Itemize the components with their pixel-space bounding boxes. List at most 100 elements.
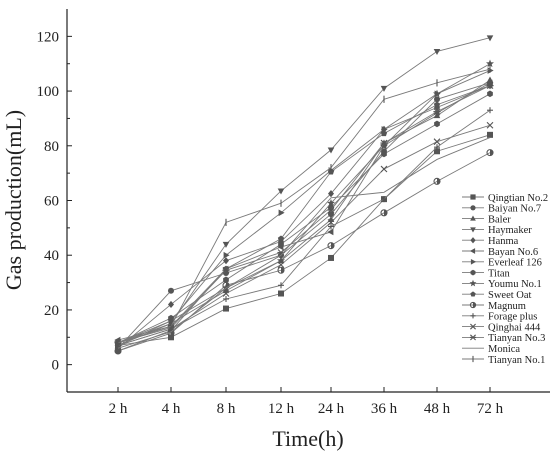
data-point bbox=[222, 266, 230, 274]
legend-item: Tianyan No.1 bbox=[462, 355, 545, 366]
data-point bbox=[380, 209, 388, 217]
legend-item: Haymaker bbox=[462, 225, 532, 236]
data-point bbox=[487, 67, 494, 74]
data-point bbox=[487, 131, 493, 138]
data-point bbox=[223, 251, 230, 259]
x-tick-label: 2 h bbox=[109, 401, 128, 417]
x-tick-label: 12 h bbox=[268, 401, 295, 417]
y-tick-label: 20 bbox=[44, 303, 59, 319]
data-point bbox=[328, 211, 334, 218]
data-point bbox=[433, 112, 441, 119]
legend-marker bbox=[470, 205, 476, 211]
data-point bbox=[327, 206, 335, 214]
legend-item: Monica bbox=[462, 344, 520, 355]
x-tick-label: 48 h bbox=[424, 401, 451, 417]
series-line bbox=[117, 85, 491, 349]
legend-marker bbox=[469, 248, 476, 254]
legend-label: Youmu No.1 bbox=[488, 279, 542, 290]
legend-item: Youmu No.1 bbox=[462, 279, 542, 290]
y-tick-label: 100 bbox=[37, 84, 60, 100]
data-point bbox=[223, 276, 229, 284]
data-point bbox=[278, 282, 284, 289]
legend-item: Tianyan No.3 bbox=[462, 333, 545, 344]
x-tick-label: 36 h bbox=[371, 401, 398, 417]
data-point bbox=[327, 218, 335, 226]
series-line bbox=[117, 63, 491, 344]
series-magnum bbox=[114, 149, 494, 355]
data-point bbox=[487, 90, 493, 98]
legend-item: Qingtian No.2 bbox=[462, 193, 548, 204]
legend-marker bbox=[470, 237, 476, 244]
series-line bbox=[117, 93, 491, 344]
data-point bbox=[433, 138, 441, 146]
x-axis-title: Time(h) bbox=[272, 426, 343, 451]
legend-label: Titan bbox=[488, 268, 511, 279]
series-line bbox=[117, 109, 491, 346]
legend-label: Magnum bbox=[488, 301, 526, 312]
series-line bbox=[117, 68, 491, 344]
data-point bbox=[434, 148, 440, 155]
data-point bbox=[434, 96, 440, 103]
data-point bbox=[328, 190, 334, 198]
x-tick-label: 24 h bbox=[318, 401, 345, 417]
series-line bbox=[117, 124, 491, 346]
series-tianyan-no-3 bbox=[114, 82, 494, 347]
data-point bbox=[277, 261, 285, 269]
data-point bbox=[278, 290, 284, 297]
legend-label: Forage plus bbox=[488, 312, 537, 323]
x-axis-ticks: 2 h 4 h 8 h 12 h 24 h 36 h 48 h 72 h bbox=[109, 387, 504, 417]
y-tick-label: 0 bbox=[52, 358, 60, 374]
data-point bbox=[222, 241, 230, 248]
legend-marker bbox=[470, 269, 476, 276]
data-point bbox=[433, 177, 441, 185]
data-point bbox=[327, 168, 335, 175]
series-line bbox=[117, 85, 491, 352]
data-point bbox=[433, 89, 441, 98]
series-line bbox=[117, 82, 491, 341]
legend-marker bbox=[470, 194, 476, 200]
data-point bbox=[223, 257, 229, 265]
legend-label: Baler bbox=[488, 214, 511, 225]
data-point bbox=[434, 144, 440, 151]
legend-marker bbox=[470, 258, 477, 265]
series-titan bbox=[115, 90, 493, 347]
data-point bbox=[433, 49, 441, 56]
x-tick-label: 72 h bbox=[477, 401, 504, 417]
data-point bbox=[380, 165, 388, 173]
legend-marker bbox=[470, 227, 476, 233]
data-point bbox=[486, 82, 494, 89]
data-point bbox=[380, 141, 388, 150]
legend-item: Hanma bbox=[462, 236, 519, 247]
legend-item: Forage plus bbox=[462, 312, 537, 323]
data-point bbox=[277, 266, 285, 274]
legend-label: Tianyan No.1 bbox=[488, 355, 545, 366]
data-point bbox=[380, 85, 388, 92]
series-tianyan-no-1 bbox=[117, 65, 491, 347]
data-point bbox=[381, 196, 387, 203]
legend-item: Titan bbox=[462, 268, 511, 279]
series-monica bbox=[117, 137, 491, 349]
legend-item: Everleaf 126 bbox=[462, 258, 542, 269]
series-baiyan-no-7 bbox=[115, 79, 493, 352]
legend-marker bbox=[469, 279, 477, 287]
data-point bbox=[223, 295, 229, 302]
data-point bbox=[328, 254, 334, 261]
y-axis-title: Gas production(mL) bbox=[1, 110, 26, 290]
data-point bbox=[168, 300, 174, 309]
data-point bbox=[168, 334, 174, 341]
legend-marker bbox=[470, 291, 476, 297]
data-point bbox=[433, 108, 441, 115]
data-point bbox=[167, 316, 175, 325]
data-point bbox=[278, 209, 285, 217]
data-point bbox=[277, 256, 285, 265]
data-point bbox=[327, 228, 334, 236]
x-tick-label: 4 h bbox=[162, 401, 181, 417]
y-tick-label: 60 bbox=[44, 194, 59, 210]
legend-label: Qinghai 444 bbox=[488, 322, 541, 333]
series-line bbox=[117, 137, 491, 349]
legend-label: Sweet Oat bbox=[488, 290, 532, 301]
legend-item: Baiyan No.7 bbox=[462, 204, 541, 215]
series-layer bbox=[114, 35, 494, 355]
